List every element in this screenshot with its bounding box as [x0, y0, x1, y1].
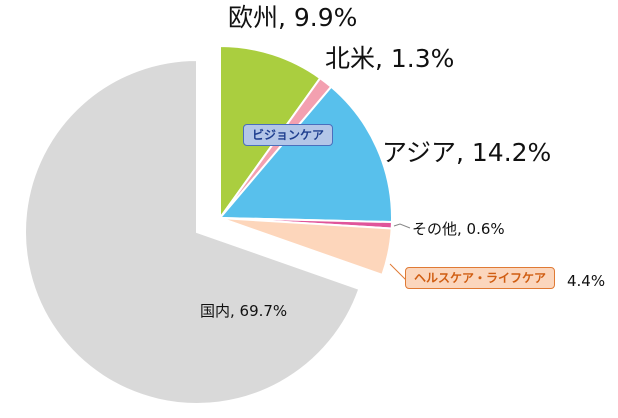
slice-label-healthcare-value: 4.4%	[567, 272, 606, 290]
group-label-healthcare-lifecare: ヘルスケア・ライフケア	[405, 267, 556, 289]
slice-label-other: その他, 0.6%	[412, 220, 505, 238]
slice-label-domestic: 国内, 69.7%	[200, 302, 288, 320]
slice-asia	[217, 85, 393, 224]
slice-label-europe: 欧州, 9.9%	[228, 3, 358, 32]
slice-domestic	[24, 58, 361, 405]
leader-line-healthcare	[389, 263, 409, 283]
slice-label-asia: アジア, 14.2%	[382, 138, 552, 167]
group-label-vision-care: ビジョンケア	[243, 124, 334, 146]
leader-line-other	[393, 223, 411, 229]
slice-healthcare-lifecare	[219, 217, 393, 277]
slice-label-north-america: 北米, 1.3%	[325, 44, 455, 73]
